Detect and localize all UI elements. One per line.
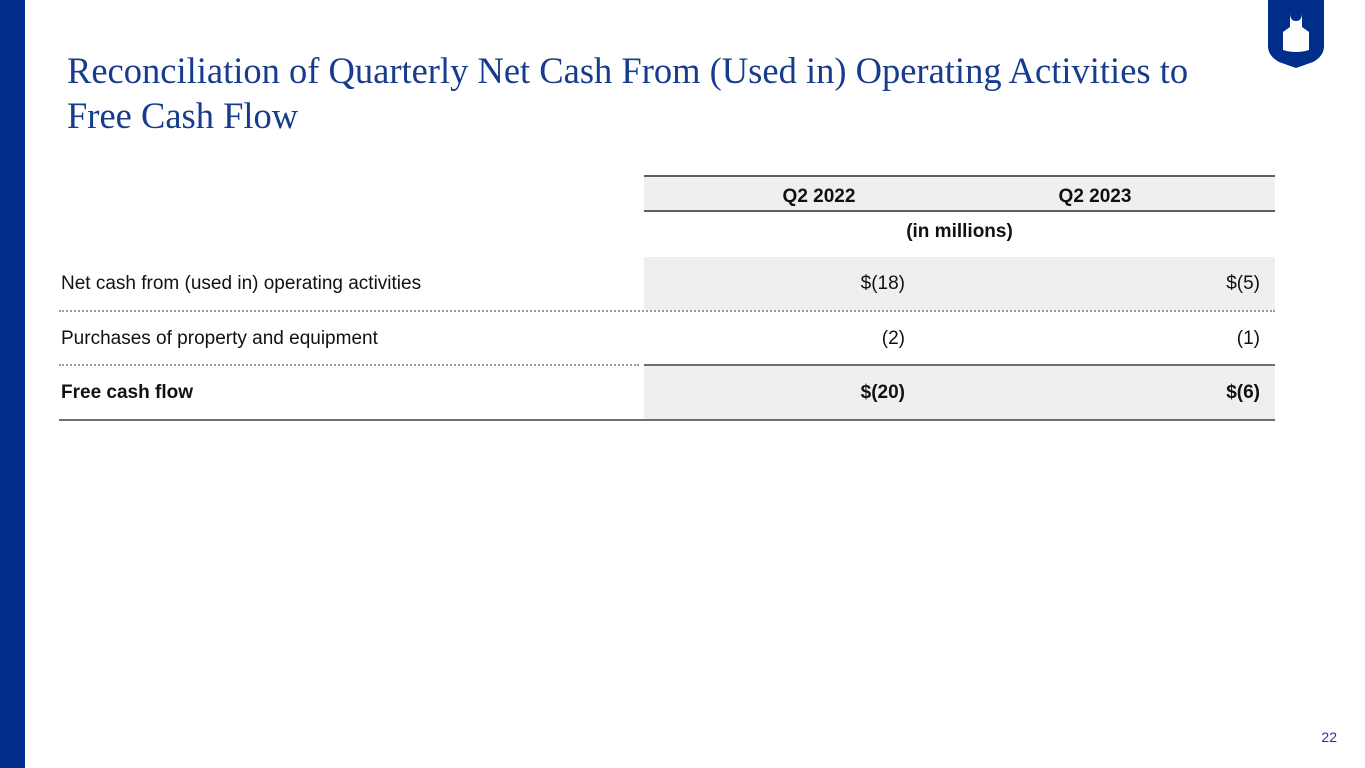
free-cash-flow-table: Q2 2022 Q2 2023 (in millions) Net cash f… bbox=[59, 175, 1275, 421]
page-number: 22 bbox=[1321, 729, 1337, 745]
table-bottom-rule bbox=[59, 419, 1275, 421]
cell-free-cash-flow-q2-2022: $(20) bbox=[860, 382, 905, 403]
row-1-shading bbox=[644, 257, 1275, 310]
cell-operating-cash-q2-2023: $(5) bbox=[1226, 273, 1260, 294]
cell-operating-cash-q2-2022: $(18) bbox=[860, 273, 905, 294]
apron-logo-icon bbox=[1268, 0, 1324, 68]
row-label-purchases: Purchases of property and equipment bbox=[61, 328, 378, 349]
column-header-q2-2023: Q2 2023 bbox=[1058, 186, 1132, 207]
cell-purchases-q2-2023: (1) bbox=[1236, 328, 1260, 349]
row-label-free-cash-flow: Free cash flow bbox=[61, 382, 193, 403]
header-shading bbox=[644, 175, 1275, 211]
row-label-operating-cash: Net cash from (used in) operating activi… bbox=[61, 273, 422, 294]
units-label: (in millions) bbox=[906, 221, 1013, 242]
header-bottom-rule bbox=[644, 210, 1275, 212]
row-1-divider bbox=[59, 310, 1275, 312]
header-top-rule bbox=[644, 175, 1275, 177]
row-2-divider bbox=[59, 364, 639, 366]
column-header-q2-2022: Q2 2022 bbox=[782, 186, 856, 207]
cell-free-cash-flow-q2-2023: $(6) bbox=[1226, 382, 1260, 403]
cell-purchases-q2-2022: (2) bbox=[881, 328, 905, 349]
slide-title: Reconciliation of Quarterly Net Cash Fro… bbox=[67, 50, 1189, 136]
left-brand-bar bbox=[0, 0, 25, 768]
total-top-rule bbox=[644, 364, 1275, 366]
row-3-shading bbox=[644, 366, 1275, 420]
